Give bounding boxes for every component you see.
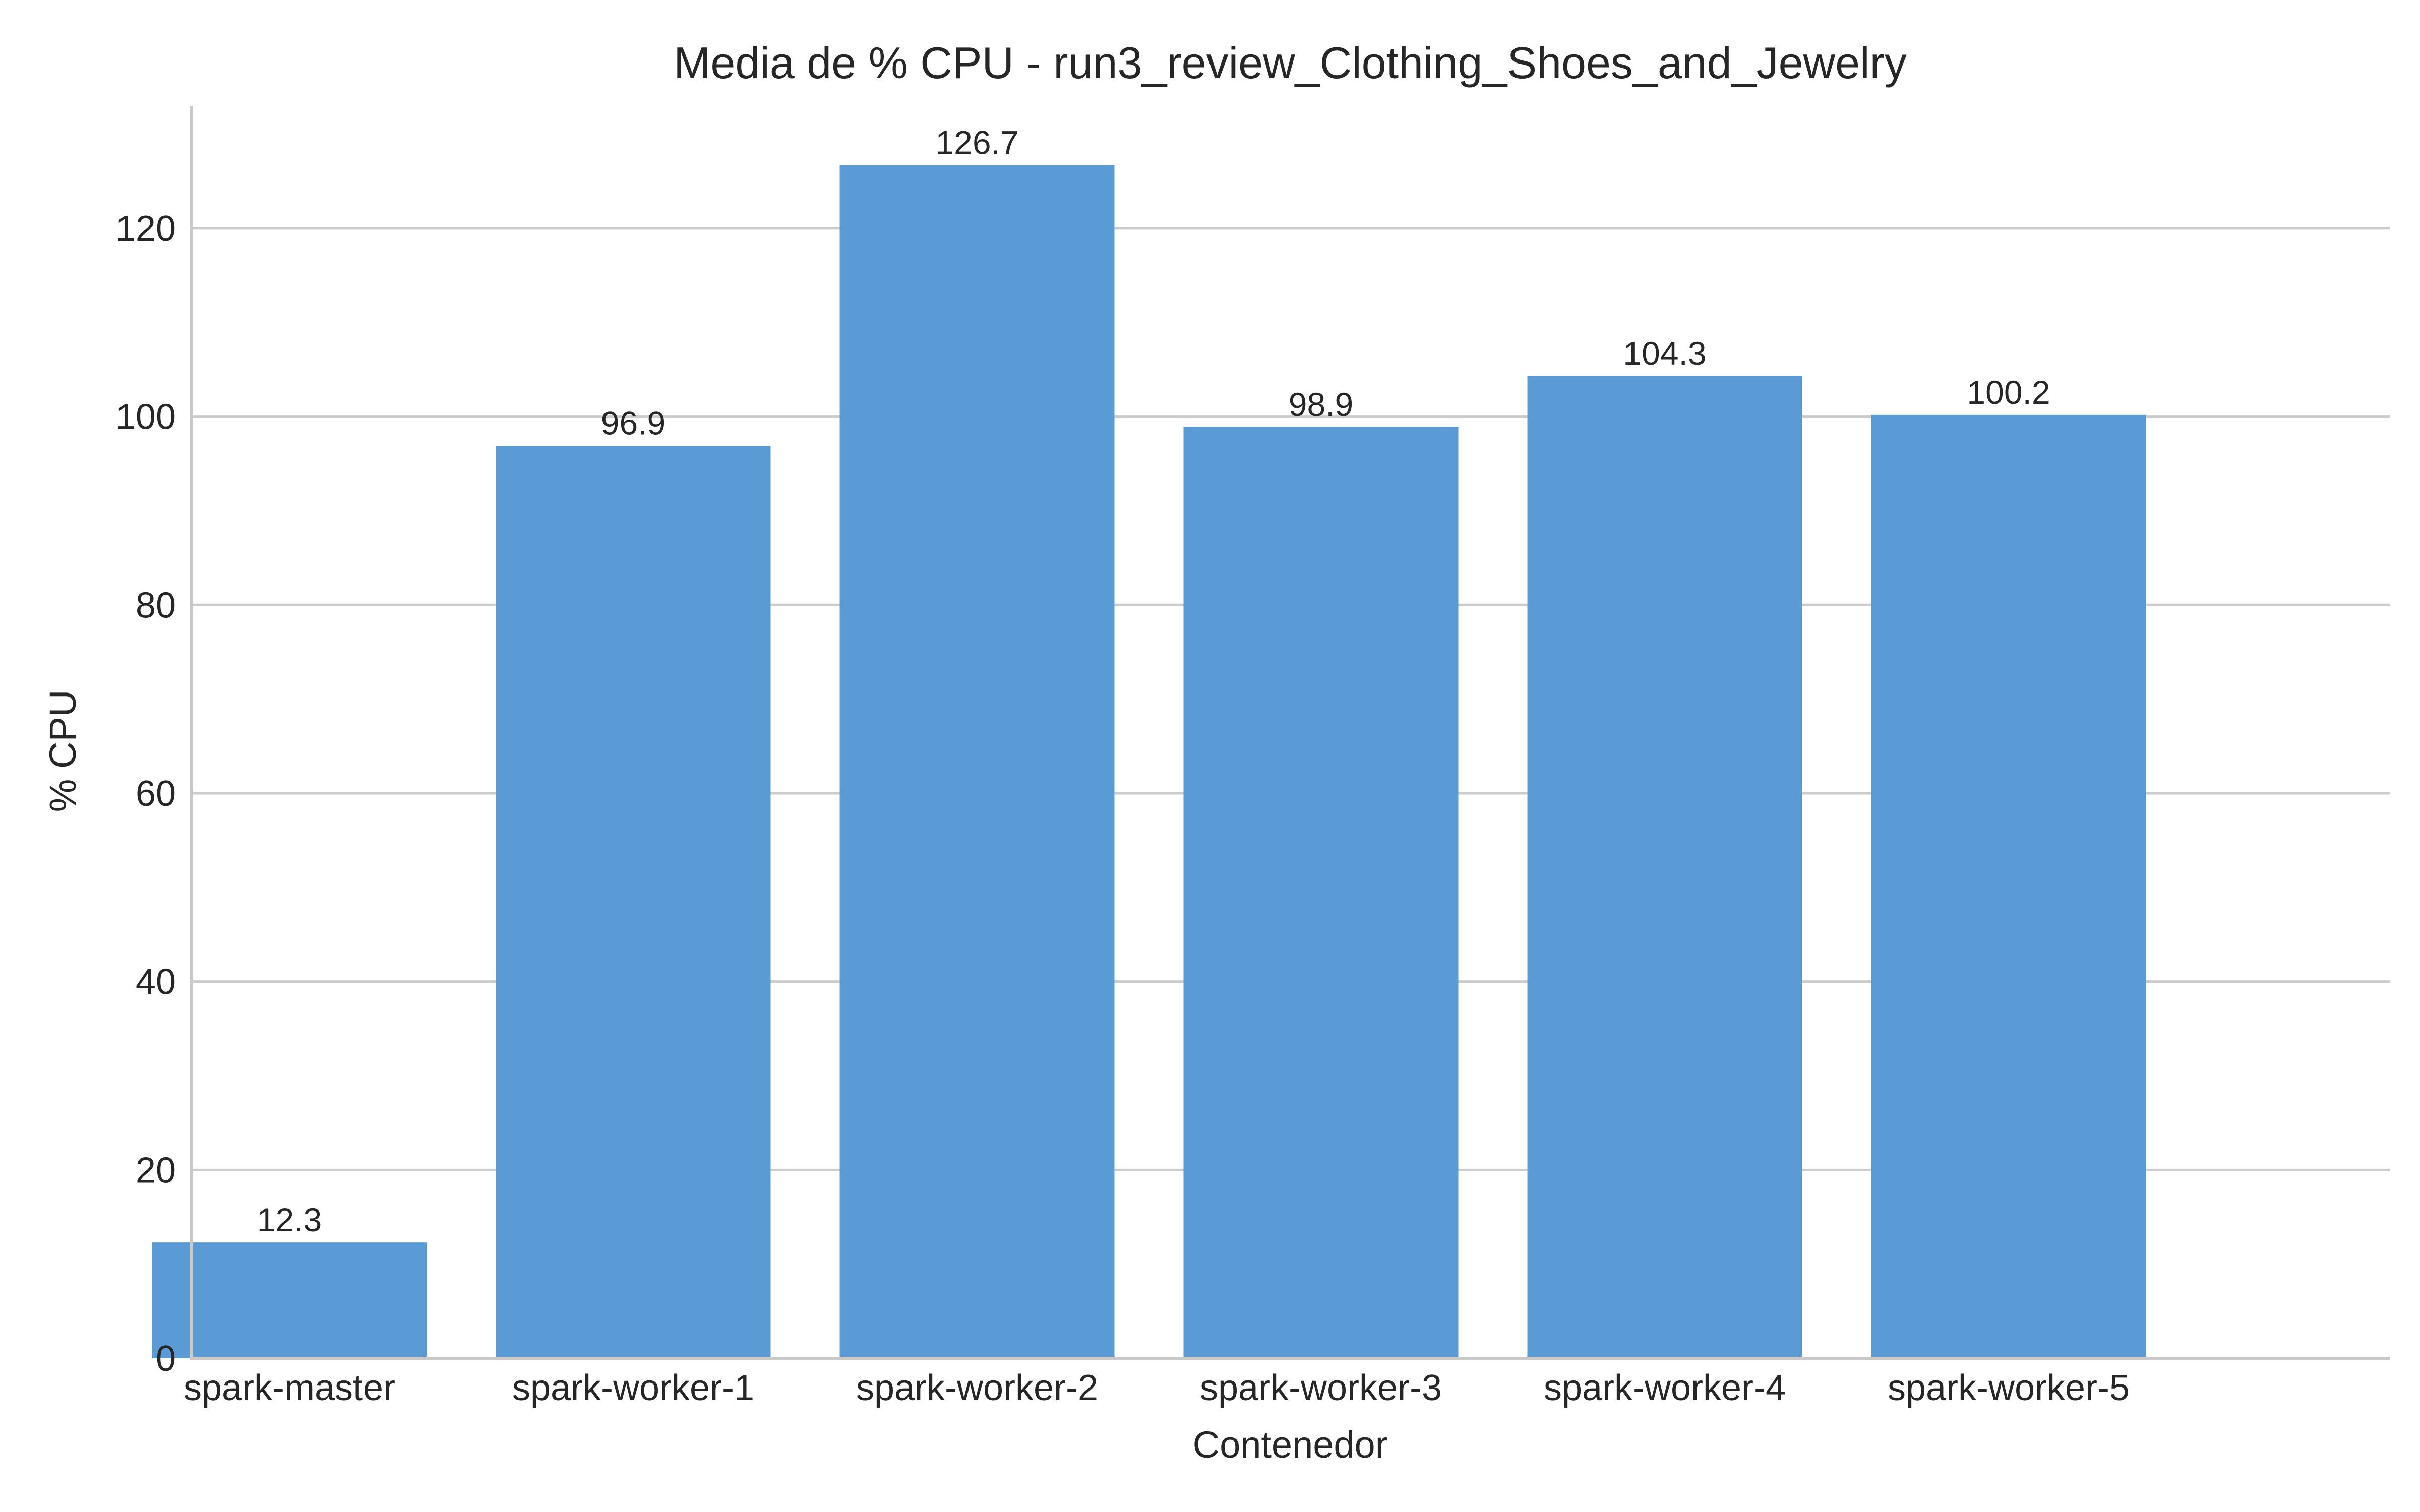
x-tick-label: spark-worker-5: [1888, 1368, 2130, 1408]
y-tick-label: 60: [136, 774, 176, 814]
axis-spines: [190, 106, 2390, 1360]
bar: [1183, 427, 1459, 1358]
bar-value-label: 104.3: [1623, 335, 1706, 372]
x-tick-label: spark-master: [184, 1368, 395, 1408]
bar-value-label: 96.9: [601, 405, 666, 442]
x-tick-label: spark-worker-1: [512, 1368, 754, 1408]
y-tick-label: 80: [136, 585, 176, 625]
bar: [152, 1242, 427, 1358]
x-tick-label: spark-worker-3: [1200, 1368, 1442, 1408]
x-tick-label: spark-worker-4: [1544, 1368, 1786, 1408]
x-axis-label: Contenedor: [1193, 1424, 1388, 1466]
x-tick-label: spark-worker-2: [856, 1368, 1098, 1408]
bar: [1527, 376, 1802, 1358]
bar-value-label: 126.7: [935, 124, 1018, 161]
y-tick-label: 0: [156, 1339, 176, 1379]
bar-value-label: 98.9: [1289, 386, 1353, 423]
bar: [839, 165, 1115, 1359]
y-tick-label: 40: [136, 962, 176, 1002]
bar-value-label: 12.3: [257, 1201, 322, 1238]
bar: [1871, 414, 2146, 1359]
y-axis-label: % CPU: [42, 690, 84, 812]
y-tick-label: 100: [115, 397, 176, 437]
data-labels: 12.3 96.9 126.7 98.9 104.3 100.2: [257, 124, 2050, 1238]
bar-value-label: 100.2: [1967, 373, 2050, 411]
bar: [496, 446, 771, 1358]
chart-title: Media de % CPU - run3_review_Clothing_Sh…: [674, 38, 1907, 88]
y-tick-label: 20: [136, 1150, 176, 1190]
x-tick-labels: spark-master spark-worker-1 spark-worker-2…: [184, 1368, 2130, 1408]
bars: [152, 165, 2146, 1359]
y-tick-label: 120: [115, 209, 176, 249]
y-tick-labels: 0 20 40 60 80 100 120: [115, 209, 176, 1379]
